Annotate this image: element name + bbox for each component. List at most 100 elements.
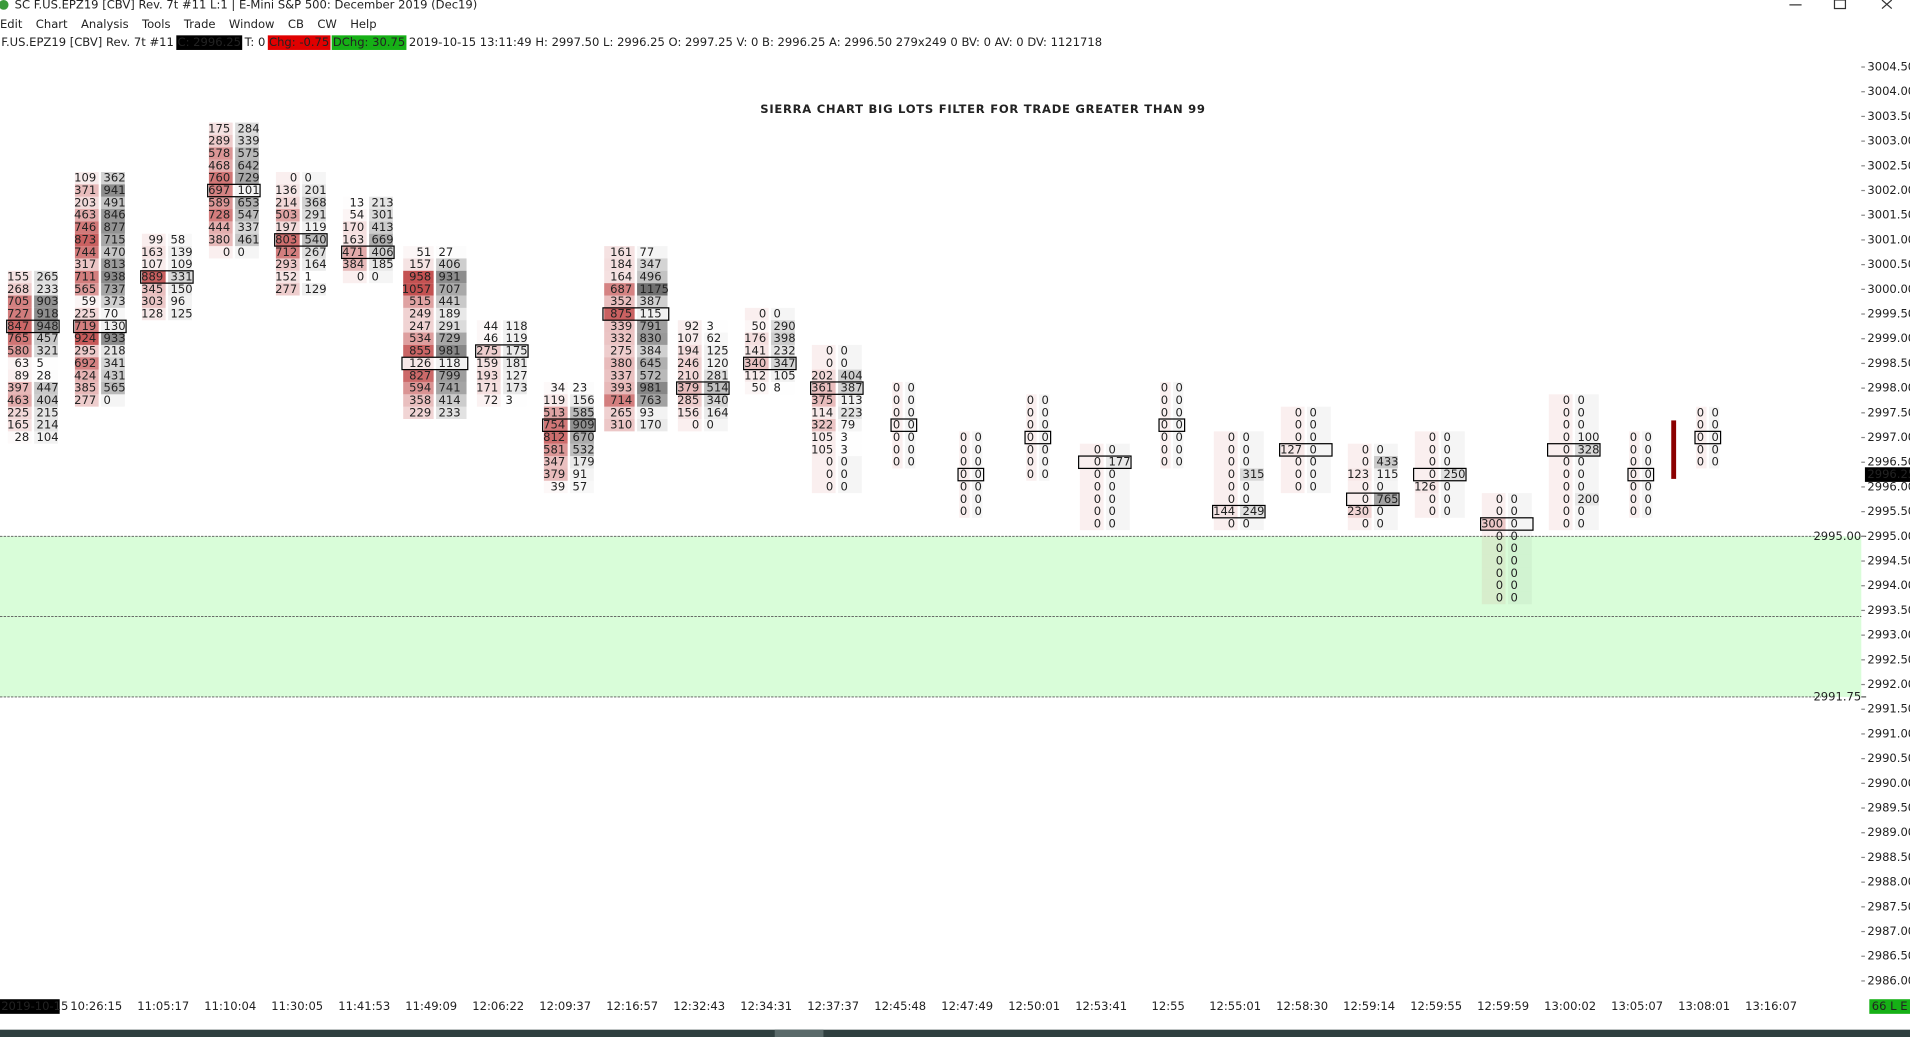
ask-cell: [1575, 505, 1599, 518]
ask-cell: [1374, 468, 1398, 481]
menu-item[interactable]: CW: [317, 17, 337, 31]
ask-volume: 0: [1041, 405, 1048, 419]
ask-cell: [972, 443, 983, 457]
ask-cell: [436, 270, 467, 284]
ask-volume: 707: [439, 282, 461, 296]
info-symbol: F.US.EPZ19 [CBV] Rev. 7t #11: [1, 35, 174, 49]
ask-cell: [101, 171, 125, 185]
bid-volume: 303: [141, 294, 163, 308]
ask-cell: [570, 431, 594, 444]
ask-volume: 120: [707, 356, 729, 370]
bid-cell: [1629, 456, 1640, 469]
bid-volume: 285: [677, 393, 699, 407]
bid-cell: [275, 184, 300, 197]
time-label: 13:00:02: [1544, 999, 1596, 1013]
bid-volume: 444: [208, 220, 230, 234]
ask-volume: 0: [1510, 504, 1517, 518]
ask-cell: [1642, 480, 1653, 494]
ask-cell: [1508, 517, 1532, 531]
ask-volume: 763: [640, 393, 662, 407]
bid-cell: [677, 419, 702, 432]
ask-cell: [101, 209, 125, 222]
ask-cell: [1173, 394, 1184, 407]
price-label: 3000.00: [1867, 282, 1910, 296]
ask-volume: 0: [1510, 591, 1517, 605]
menu-item[interactable]: Trade: [183, 17, 216, 31]
menu-item[interactable]: Edit: [0, 17, 23, 31]
bid-volume: 760: [208, 171, 230, 185]
ask-volume: 931: [439, 269, 461, 283]
menu-item[interactable]: CB: [288, 17, 304, 31]
ask-cell: [101, 344, 125, 358]
maximize-button[interactable]: [1833, 0, 1847, 10]
menu-item[interactable]: Help: [350, 17, 376, 31]
bid-volume: 0: [1697, 430, 1704, 444]
ask-cell: [1240, 456, 1264, 469]
bid-cell: [1481, 505, 1506, 518]
bid-cell: [1629, 431, 1640, 444]
menu-item[interactable]: Window: [229, 17, 275, 31]
bid-volume: 163: [141, 245, 163, 259]
price-label: 2996.50: [1867, 455, 1910, 469]
info-trades: T: 0: [244, 35, 266, 49]
scrollbar[interactable]: [0, 1029, 1910, 1037]
bid-cell: [1213, 480, 1238, 494]
ask-cell: [1173, 431, 1184, 444]
current-price-bg: [1864, 467, 1910, 482]
bid-volume: 0: [1027, 442, 1034, 456]
ask-volume: 741: [439, 381, 461, 395]
menu-item[interactable]: Chart: [36, 17, 68, 31]
price-label: 2994.50: [1867, 554, 1910, 568]
bid-volume: 0: [1161, 455, 1168, 469]
bid-cell: [7, 307, 32, 321]
bid-cell: [1414, 443, 1439, 457]
scrollbar-thumb[interactable]: [774, 1029, 824, 1037]
bid-cell: [1548, 443, 1573, 457]
bid-volume: 594: [409, 381, 431, 395]
ask-volume: 139: [171, 245, 193, 259]
ask-volume: 0: [1644, 479, 1651, 493]
bid-volume: 0: [1697, 442, 1704, 456]
bid-volume: 765: [7, 331, 29, 345]
close-button[interactable]: [1881, 0, 1893, 9]
ask-cell: [1575, 419, 1599, 432]
ask-cell: [302, 258, 326, 271]
bid-volume: 0: [1295, 418, 1302, 432]
ask-volume: 58: [171, 232, 186, 246]
menu-item[interactable]: Analysis: [81, 17, 129, 31]
ask-volume: 177: [1108, 455, 1130, 469]
ask-volume: 461: [238, 232, 260, 246]
ask-volume: 0: [974, 430, 981, 444]
bid-cell: [959, 480, 970, 494]
bid-volume: 0: [960, 479, 967, 493]
time-label: 11:41:53: [338, 999, 390, 1013]
bid-cell: [7, 295, 32, 308]
ask-cell: [637, 394, 668, 407]
menu-item[interactable]: Tools: [141, 17, 170, 31]
bid-cell: [1079, 517, 1104, 531]
bid-volume: 0: [1496, 554, 1503, 568]
ask-cell: [771, 344, 795, 358]
date-bg: [0, 999, 60, 1014]
bid-volume: 0: [1362, 516, 1369, 530]
bid-cell: [476, 320, 501, 333]
ask-cell: [101, 196, 125, 210]
time-label: 12:45:48: [874, 999, 926, 1013]
ask-volume: 0: [840, 479, 847, 493]
ask-volume: 130: [104, 319, 126, 333]
bid-cell: [1414, 505, 1439, 518]
bid-volume: 803: [275, 232, 297, 246]
ask-cell: [302, 283, 326, 296]
ask-volume: 0: [1242, 430, 1249, 444]
ask-cell: [838, 357, 862, 370]
price-label: 2994.00: [1867, 578, 1910, 592]
bid-volume: 159: [476, 356, 498, 370]
bid-volume: 295: [74, 344, 96, 358]
bid-volume: 72: [483, 393, 498, 407]
status-bg: [1869, 999, 1910, 1014]
bid-volume: 13: [349, 195, 364, 209]
ask-volume: 93: [640, 405, 655, 419]
bid-cell: [1414, 456, 1439, 469]
bid-cell: [141, 258, 166, 271]
